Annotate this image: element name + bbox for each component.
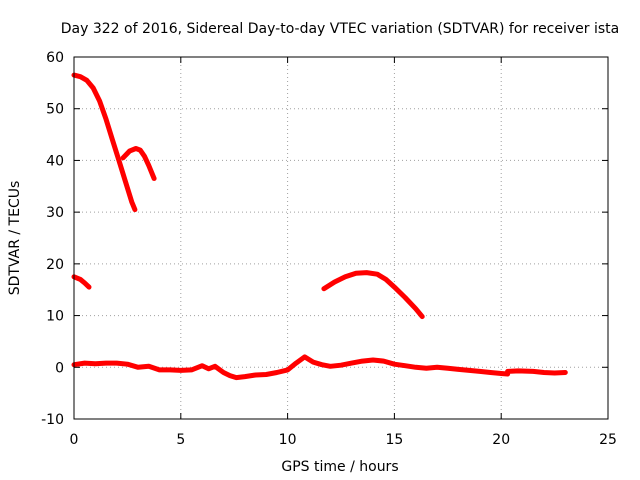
axis-ticks: 0 5 10 15 20 25 -10 0 10 20 30 40 50 60 bbox=[41, 50, 617, 448]
series-line-arc-5 bbox=[71, 354, 511, 381]
x-tick-label: 5 bbox=[176, 432, 185, 448]
x-tick-label: 10 bbox=[279, 432, 297, 448]
series-line-arc-2 bbox=[120, 146, 157, 181]
y-tick-label: 60 bbox=[46, 50, 64, 66]
grid-lines bbox=[74, 57, 608, 419]
x-tick-label: 0 bbox=[70, 432, 79, 448]
chart-title: Day 322 of 2016, Sidereal Day-to-day VTE… bbox=[61, 21, 619, 37]
x-tick-label: 25 bbox=[599, 432, 617, 448]
series-line-arc-3 bbox=[71, 274, 92, 290]
data-series bbox=[71, 72, 568, 381]
y-tick-label: -10 bbox=[41, 412, 64, 428]
series-line-arc-6 bbox=[505, 368, 568, 376]
y-axis-label: SDTVAR / TECUs bbox=[7, 181, 23, 296]
y-tick-label: 30 bbox=[46, 205, 64, 221]
y-tick-label: 40 bbox=[46, 153, 64, 169]
series-line-arc-1 bbox=[71, 72, 138, 213]
x-tick-label: 20 bbox=[492, 432, 510, 448]
y-tick-label: 50 bbox=[46, 102, 64, 118]
x-tick-label: 15 bbox=[385, 432, 403, 448]
y-tick-label: 20 bbox=[46, 257, 64, 273]
y-tick-label: 0 bbox=[55, 360, 64, 376]
series-line-arc-4 bbox=[321, 270, 425, 320]
plot-frame bbox=[73, 56, 609, 420]
y-tick-label: 10 bbox=[46, 309, 64, 325]
x-axis-label: GPS time / hours bbox=[281, 459, 398, 475]
